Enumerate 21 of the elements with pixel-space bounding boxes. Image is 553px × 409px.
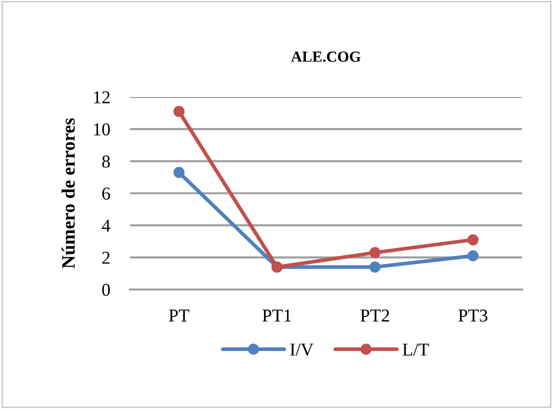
x-tick-label: PT3 <box>458 310 488 322</box>
point <box>369 261 381 273</box>
point <box>173 106 185 117</box>
y-tick-label: 12 <box>94 91 110 104</box>
point <box>467 250 479 262</box>
y-tick-label: 0 <box>102 284 110 296</box>
point <box>467 234 479 246</box>
point <box>173 166 185 178</box>
y-tick-label: 2 <box>102 252 110 264</box>
legend-label: I/V <box>290 344 314 356</box>
point <box>369 247 381 258</box>
y-axis-title: Número de errores <box>62 118 75 268</box>
y-tick-label: 8 <box>102 155 110 168</box>
x-tick-label: PT2 <box>360 310 390 322</box>
legend-label: L/T <box>402 344 429 356</box>
y-tick-label: 4 <box>102 220 110 232</box>
y-tick-label: 6 <box>102 188 110 200</box>
chart-title: ALE.COG <box>291 52 361 62</box>
x-tick-label: PT1 <box>262 310 291 322</box>
y-tick-label: 10 <box>94 123 110 136</box>
x-tick-label: PT <box>168 310 190 322</box>
